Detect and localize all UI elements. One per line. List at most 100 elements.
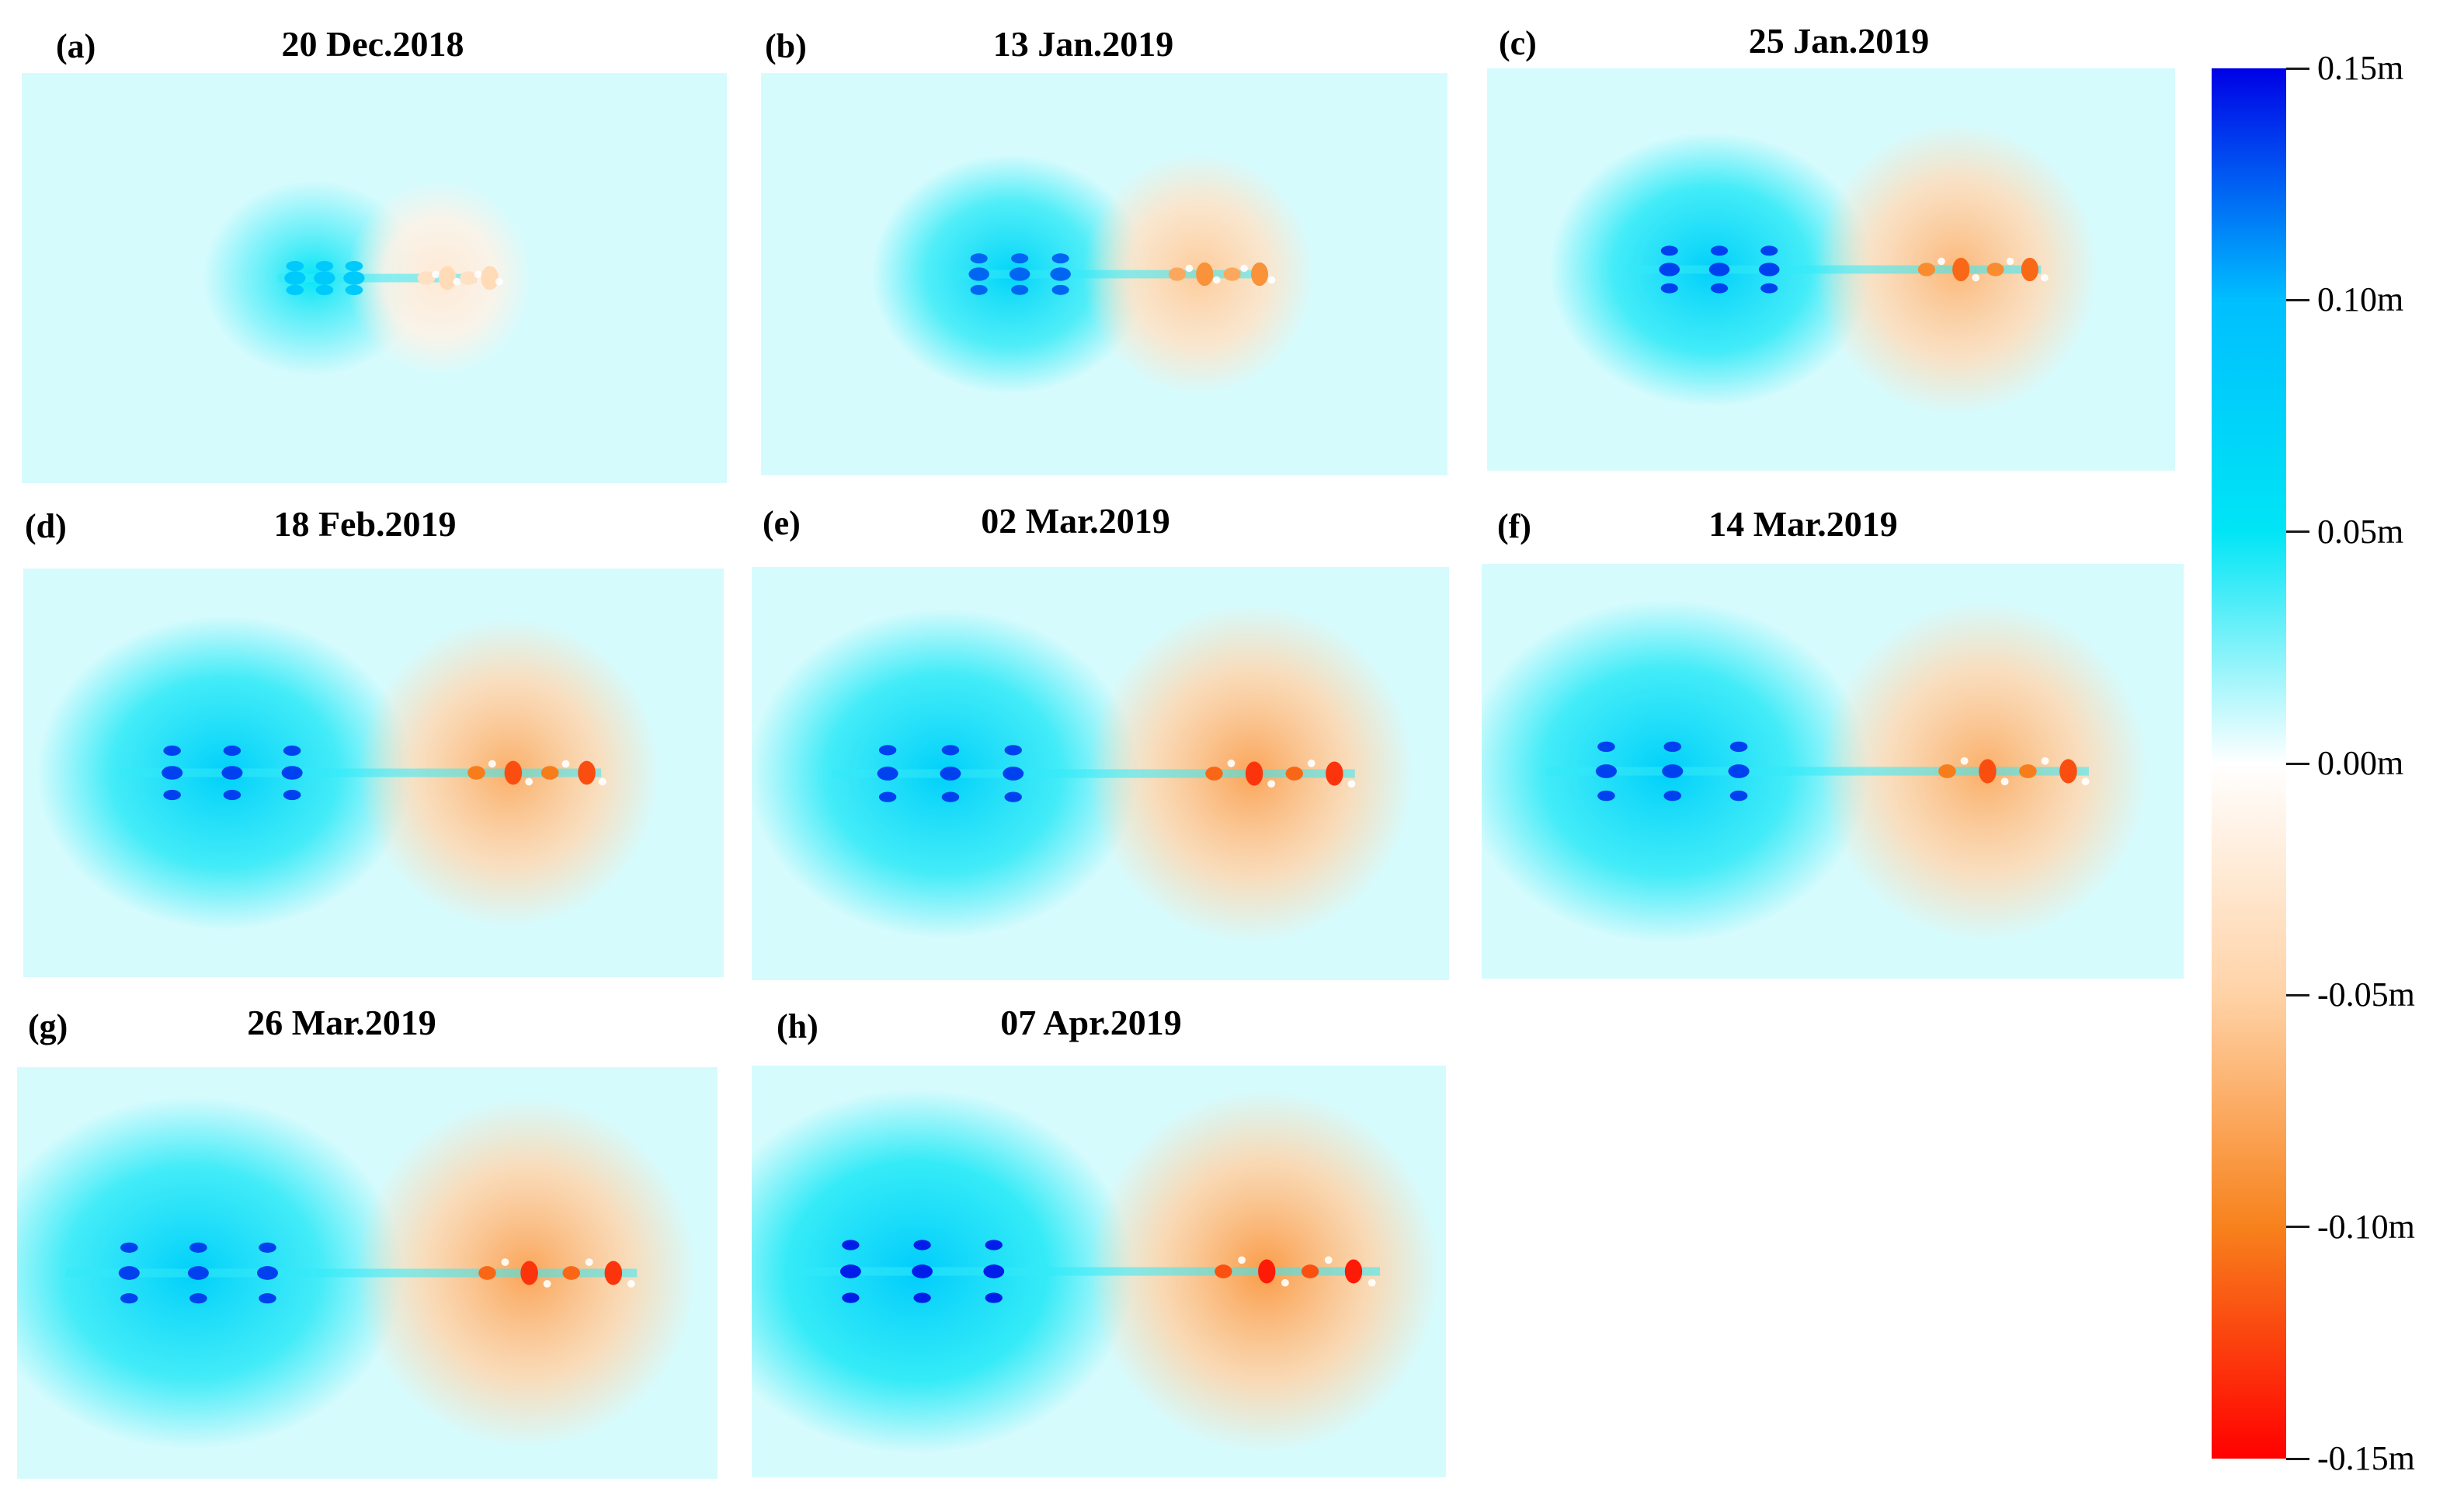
fault-trace [947,270,1259,279]
speckle [525,777,533,786]
uplift-hotspot [187,1266,209,1280]
uplift-hotspot [1003,767,1024,781]
speckle [1368,1278,1376,1287]
panel-letter: (e) [763,504,801,542]
uplift-hotspot [1050,267,1071,281]
heatmap-b [761,73,1447,475]
panel-title: 02 Mar.2019 [981,501,1170,541]
speckle [1307,759,1315,767]
speckle [495,277,503,286]
speckle [1960,756,1969,765]
uplift-hotspot [223,745,242,756]
heatmap-svg [17,1067,718,1479]
uplift-hotspot [343,271,365,285]
speckle [501,1258,509,1266]
heatmap-f [1482,564,2184,979]
colorbar-tick [2286,1226,2309,1229]
uplift-hotspot [1051,284,1069,295]
heatmap-c [1487,68,2175,471]
uplift-hotspot [345,261,363,272]
subsidence-hotspot [1952,257,1970,282]
uplift-hotspot [163,789,181,801]
uplift-hotspot [1004,791,1022,802]
panel-title: 07 Apr.2019 [1000,1003,1182,1042]
panel-title: 20 Dec.2018 [281,24,464,64]
uplift-hotspot [913,1292,931,1303]
subsidence-hotspot [1938,764,1956,778]
heatmap-svg [1482,564,2184,979]
panel-title: 25 Jan.2019 [1748,21,1930,61]
uplift-hotspot [912,1264,933,1278]
subsidence-hotspot [1215,1264,1232,1278]
colorbar-tick-label: 0.00m [2317,744,2404,782]
panel-letter: (a) [56,27,96,65]
uplift-hotspot [163,745,181,756]
uplift-hotspot [1660,283,1678,294]
uplift-hotspot [970,253,988,264]
uplift-hotspot [284,271,306,285]
subsidence-hotspot [1285,767,1303,781]
subsidence-hotspot [1917,263,1936,276]
subsidence-hotspot [1326,761,1343,786]
uplift-hotspot [1009,267,1030,281]
uplift-hotspot [1663,790,1682,802]
subsidence-hotspot [1205,767,1223,781]
panel-letter: (f) [1497,507,1531,545]
colorbar-tick-label: 0.05m [2317,512,2404,551]
subsidence-hotspot [467,766,485,780]
panel-title: 13 Jan.2019 [992,24,1174,64]
subsidence-hotspot [1979,759,1997,784]
colorbar [2212,68,2286,1459]
subsidence-hotspot [520,1261,538,1285]
colorbar-tick [2286,762,2309,765]
uplift-hotspot [1729,790,1748,802]
speckle [1267,780,1276,788]
subsidence-hotspot [460,271,478,285]
speckle [2081,777,2090,786]
subsidence-hotspot [540,766,559,780]
subsidence-hotspot [478,1266,496,1280]
heatmap-h [752,1066,1446,1477]
subsidence-hotspot [562,1266,580,1280]
fault-trace [1546,767,2089,776]
panel-letter: (d) [25,507,67,545]
uplift-hotspot [259,1242,276,1253]
uplift-hotspot [1659,263,1680,276]
subsidence-hotspot [1196,262,1214,287]
uplift-hotspot [1663,741,1682,753]
uplift-hotspot [189,1293,207,1304]
speckle [598,777,606,786]
speckle [453,277,461,286]
speckle [2006,257,2014,266]
uplift-hotspot [345,284,363,295]
subsidence-hotspot [1258,1259,1276,1284]
subsidence-hotspot [481,266,499,290]
uplift-hotspot [940,767,961,781]
speckle [627,1280,635,1288]
fault-trace [784,1267,1381,1276]
uplift-hotspot [878,791,897,802]
colorbar-tick [2286,298,2309,301]
heatmap-svg [752,1066,1446,1477]
colorbar-tick [2286,993,2309,996]
speckle [1267,276,1276,284]
panel-title: 18 Feb.2019 [273,504,457,544]
uplift-hotspot [223,789,242,801]
heatmap-a [22,73,727,483]
uplift-hotspot [118,1266,140,1280]
speckle [1281,1278,1289,1287]
uplift-hotspot [985,1292,1003,1303]
colorbar-tick-label: -0.15m [2317,1439,2415,1477]
uplift-hotspot [913,1240,931,1250]
panel-letter: (h) [777,1007,818,1045]
uplift-hotspot [1597,741,1615,753]
uplift-hotspot [842,1240,860,1250]
uplift-hotspot [283,745,301,756]
uplift-hotspot [189,1242,207,1253]
speckle [1238,1256,1246,1264]
uplift-hotspot [983,1264,1005,1278]
uplift-hotspot [1728,764,1750,778]
speckle [1347,780,1356,788]
fault-trace [120,768,602,777]
speckle [543,1280,551,1288]
